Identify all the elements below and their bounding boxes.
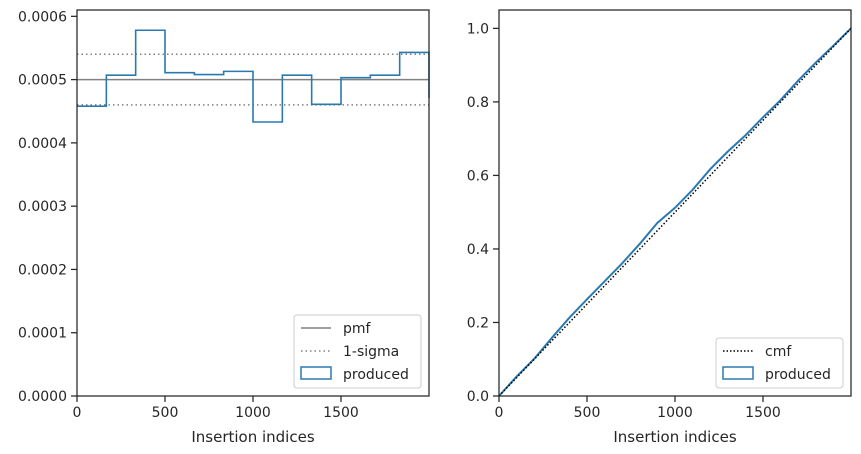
cmf-y-tick-label: 0.8 xyxy=(467,95,489,111)
cmf-panel: 0 500 1000 1500 0.0 0.2 0.4 0.6 0.8 1.0 Insertion… xyxy=(467,9,852,446)
legend-produced-label: produced xyxy=(343,367,409,383)
pmf-y-tick-label: 0.0002 xyxy=(18,262,67,278)
legend-1-sigma-label: 1-sigma xyxy=(343,344,399,360)
cmf-x-tick-label: 0 xyxy=(495,405,504,421)
cmf-x-tick-label: 500 xyxy=(574,405,601,421)
pmf-y-tick-label: 0.0003 xyxy=(18,199,67,215)
cmf-ticks: 0 500 1000 1500 0.0 0.2 0.4 0.6 0.8 1.0 xyxy=(467,21,781,421)
cmf-y-tick-label: 0.4 xyxy=(467,242,489,258)
legend-produced-label: produced xyxy=(765,367,831,383)
pmf-panel: 0 500 1000 1500 0.0000 0.0001 0.0002 0.0003 0.00… xyxy=(18,9,430,446)
pmf-x-tick-label: 500 xyxy=(152,405,179,421)
legend-produced-swatch xyxy=(300,366,332,380)
cmf-y-tick-label: 0.2 xyxy=(467,315,489,331)
pmf-x-axis-label: Insertion indices xyxy=(191,428,314,446)
cmf-plot-area xyxy=(498,27,852,397)
cmf-legend: cmf produced xyxy=(715,337,844,389)
pmf-legend-box xyxy=(293,314,422,389)
produced-cmf-line xyxy=(498,27,852,397)
cmf-y-tick-label: 0.0 xyxy=(467,389,489,405)
pmf-x-tick-label: 0 xyxy=(73,405,82,421)
cmf-x-axis-label: Insertion indices xyxy=(613,428,736,446)
legend-cmf-label: cmf xyxy=(765,344,792,360)
cmf-y-tick-label: 0.6 xyxy=(467,168,489,184)
cmf-line xyxy=(498,27,852,397)
produced-histogram-step xyxy=(77,29,430,123)
pmf-y-tick-label: 0.0000 xyxy=(18,389,67,405)
cmf-y-tick-label: 1.0 xyxy=(467,21,489,37)
pmf-ticks: 0 500 1000 1500 0.0000 0.0001 0.0002 0.0003 0.00… xyxy=(18,9,359,421)
pmf-x-tick-label: 1500 xyxy=(323,405,359,421)
cmf-x-tick-label: 1000 xyxy=(657,405,693,421)
pmf-y-tick-label: 0.0005 xyxy=(18,73,67,89)
pmf-legend: pmf 1-sigma produced xyxy=(293,314,422,389)
pmf-x-tick-label: 1000 xyxy=(235,405,271,421)
legend-pmf-label: pmf xyxy=(343,321,372,337)
pmf-y-tick-label: 0.0006 xyxy=(18,9,67,25)
pmf-plot-area xyxy=(77,29,430,123)
pmf-y-tick-label: 0.0004 xyxy=(18,136,67,152)
legend-produced-swatch xyxy=(722,366,754,380)
pmf-y-tick-label: 0.0001 xyxy=(18,326,67,342)
cmf-x-tick-label: 1500 xyxy=(745,405,781,421)
